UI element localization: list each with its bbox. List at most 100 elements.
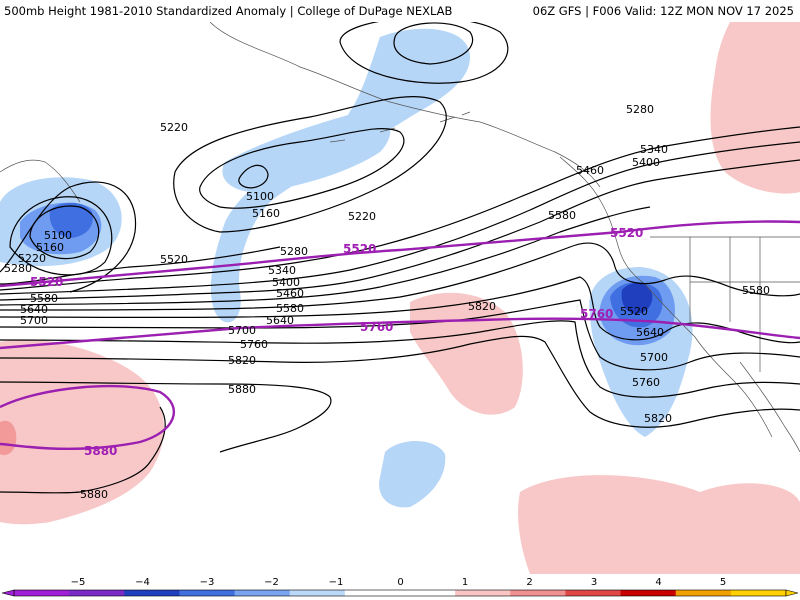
neg-anomaly-west-low-center: [49, 202, 93, 238]
bc-coast: [559, 156, 646, 285]
contour-5160-west: [9, 196, 113, 276]
contour-5400: [0, 141, 800, 295]
label-5760-b: 5760: [632, 376, 660, 389]
label-5580-c: 5580: [548, 209, 576, 222]
mexico-coast: [739, 361, 800, 453]
label-5280-c: 5280: [626, 103, 654, 116]
contour-aleutian-5160: [199, 128, 405, 209]
colorbar-bar: [1, 589, 799, 597]
label-5100-a: 5100: [246, 190, 274, 203]
colorbar-segment: [124, 590, 180, 596]
colorbar-segment: [565, 590, 622, 596]
normal-label-5760-b: 5760: [580, 307, 613, 321]
label-5640-a: 5640: [20, 303, 48, 316]
label-5160-b: 5160: [36, 241, 64, 254]
colorbar-segment: [14, 590, 70, 596]
normal-contour-5880: [0, 384, 176, 451]
anomaly-shading: [0, 22, 800, 574]
contour-aleutian-5220: [173, 96, 447, 233]
contour-5820: [0, 335, 800, 428]
colorbar-segment: [234, 590, 291, 596]
label-5100-b: 5100: [44, 229, 72, 242]
label-5340-a: 5340: [268, 264, 296, 277]
contour-5580: [0, 242, 800, 311]
label-5220-a: 5220: [160, 121, 188, 134]
colorbar-segment: [400, 590, 456, 596]
coastlines: [0, 22, 800, 453]
contour-5220-west: [0, 181, 137, 293]
label-5280-b: 5280: [280, 245, 308, 258]
normal-label-5520-c: 5520: [610, 226, 643, 240]
height-contour-labels: 5220 5100 5160 5220 5100 5160 5220 5280 …: [4, 103, 770, 501]
label-5520-a: 5520: [160, 253, 188, 266]
colorbar-tick-label: −3: [200, 577, 215, 588]
contour-5640: [0, 276, 800, 344]
pos-anomaly-northeast: [710, 22, 800, 194]
pos-anomaly-central: [410, 292, 523, 415]
pos-anomaly-west-edge: [0, 420, 17, 456]
contour-5100-west: [29, 205, 100, 260]
colorbar-tick-label: 5: [720, 577, 726, 588]
colorbar-tick-labels: −5 −4 −3 −2 −1 0 1 2 3 4 5: [71, 577, 727, 588]
contour-5340: [0, 126, 800, 291]
colorbar-tick-label: −2: [264, 577, 279, 588]
contour-5280-west: [0, 246, 281, 285]
header-bar: 500mb Height 1981-2010 Standardized Anom…: [0, 0, 800, 22]
colorbar-tick-label: 4: [655, 577, 661, 588]
neg-anomaly-aleutian-inner: [222, 111, 391, 193]
colorbar-segment: [344, 590, 401, 596]
label-5340-b: 5340: [640, 143, 668, 156]
label-5520-b: 5520: [620, 305, 648, 318]
colorbar-tick-label: 3: [591, 577, 597, 588]
normal-contour-5520: [0, 220, 800, 288]
label-5880-b: 5880: [80, 488, 108, 501]
label-5580-a: 5580: [30, 292, 58, 305]
contour-5700: [0, 299, 800, 371]
contour-5520: [0, 206, 651, 306]
product-title: 500mb Height 1981-2010 Standardized Anom…: [4, 4, 453, 18]
asia-coast: [0, 159, 81, 203]
contour-5760: [0, 320, 800, 398]
colorbar-segment: [455, 590, 511, 596]
colorbar-segment: [69, 590, 125, 596]
colorbar-segment: [730, 590, 787, 596]
label-5400-a: 5400: [272, 276, 300, 289]
colorbar-left-arrow: [1, 589, 15, 597]
label-5820-a: 5820: [228, 354, 256, 367]
normal-label-5760-a: 5760: [360, 320, 393, 334]
label-5580-d: 5580: [742, 284, 770, 297]
label-5820-b: 5820: [468, 300, 496, 313]
label-5460-a: 5460: [276, 287, 304, 300]
neg-anomaly-hawaii: [379, 440, 446, 508]
label-5700-c: 5700: [640, 351, 668, 364]
us-west-coast: [644, 283, 773, 438]
contour-5460: [0, 159, 800, 301]
height-contours: [0, 22, 800, 494]
contour-5880-west: [0, 381, 332, 453]
normal-label-5880: 5880: [84, 444, 117, 458]
weather-map: 5220 5100 5160 5220 5100 5160 5220 5280 …: [0, 22, 800, 574]
us-state-lines: [650, 236, 800, 372]
label-5220-b: 5220: [348, 210, 376, 223]
colorbar-tick-label: 1: [462, 577, 468, 588]
label-5580-b: 5580: [276, 302, 304, 315]
colorbar-segment: [620, 590, 677, 596]
label-5820-c: 5820: [644, 412, 672, 425]
anomaly-colorbar: −5 −4 −3 −2 −1 0 1 2 3 4 5: [1, 577, 799, 597]
label-5460-b: 5460: [576, 164, 604, 177]
label-5400-b: 5400: [632, 156, 660, 169]
colorbar-tick-label: −5: [71, 577, 86, 588]
colorbar-segment: [289, 590, 346, 596]
label-5220-c: 5220: [18, 252, 46, 265]
colorbar-segment: [510, 590, 566, 596]
colorbar-right-arrow: [785, 589, 799, 597]
colorbar-tick-label: 0: [397, 577, 403, 588]
label-5640-b: 5640: [266, 314, 294, 327]
label-5280-a: 5280: [4, 262, 32, 275]
contour-north-low-2: [339, 22, 509, 84]
label-5700-a: 5700: [20, 314, 48, 327]
label-5700-b: 5700: [228, 324, 256, 337]
colorbar-segment: [179, 590, 236, 596]
colorbar-tick-label: 2: [526, 577, 532, 588]
